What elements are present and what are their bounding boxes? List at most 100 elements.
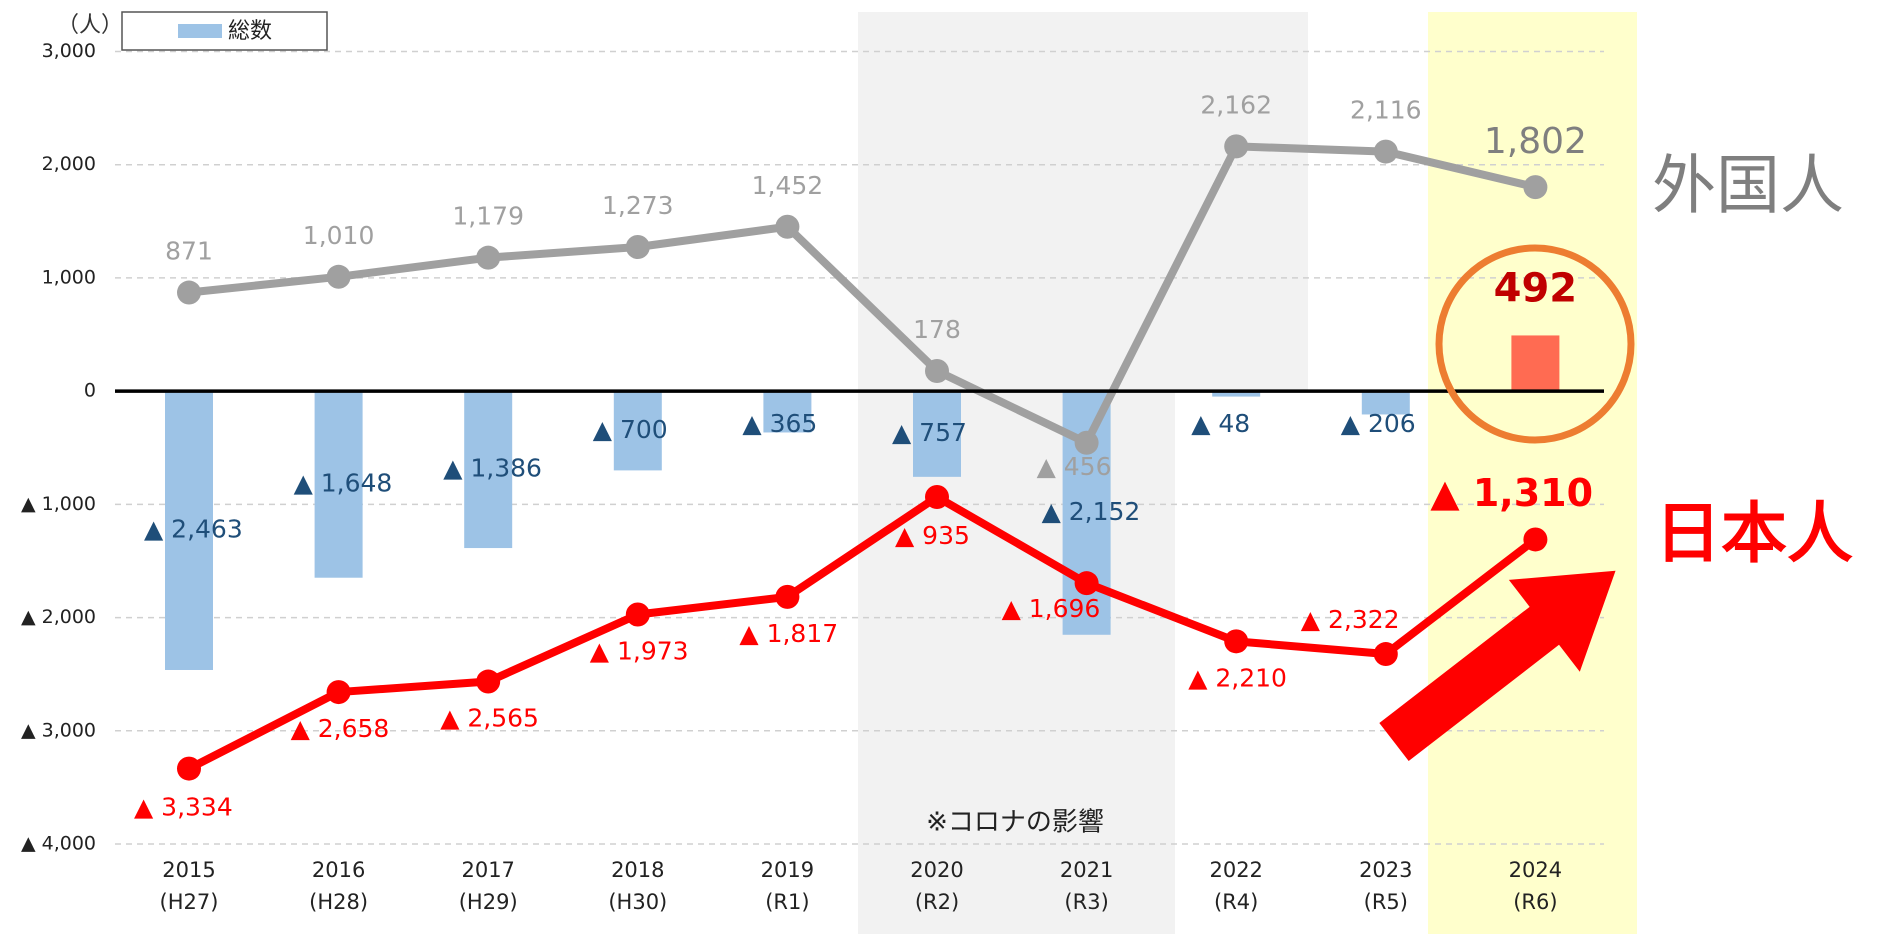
y-tick-label: ▲ 3,000: [21, 719, 96, 741]
bar-value-label: ▲ 2,463: [144, 515, 243, 544]
bar-value-label: 492: [1494, 265, 1578, 311]
line-marker: [625, 602, 650, 627]
bar-value-label: ▲ 206: [1341, 409, 1416, 438]
y-tick-label: 0: [84, 380, 96, 402]
x-era-label: (R3): [1064, 890, 1108, 914]
line-marker: [775, 584, 800, 609]
x-tick-label: 2017: [461, 858, 514, 882]
bar-value-label: ▲ 2,152: [1042, 497, 1141, 526]
foreign-series-label: 外国人: [1652, 150, 1844, 224]
line-value-label: ▲ 2,322: [1301, 605, 1400, 634]
line-marker: [1523, 527, 1548, 552]
x-tick-label: 2020: [910, 858, 963, 882]
bar: [1212, 391, 1261, 397]
line-marker: [1373, 139, 1398, 164]
line-value-label: ▲ 456: [1037, 452, 1112, 481]
bar-value-label: ▲ 365: [742, 409, 817, 438]
x-era-label: (H30): [608, 890, 667, 914]
x-era-label: (R4): [1214, 890, 1258, 914]
line-value-label: ▲ 1,696: [1002, 594, 1101, 623]
bar: [913, 391, 961, 477]
y-unit-label: （人）: [57, 13, 123, 38]
bar: [464, 391, 513, 549]
line-marker: [326, 680, 351, 705]
line-value-label: 1,010: [303, 221, 375, 250]
bar: [1361, 391, 1410, 415]
line-value-label: ▲ 1,973: [590, 637, 689, 666]
line-value-label: 2,162: [1200, 90, 1272, 119]
line-marker: [476, 669, 501, 694]
line-marker: [1224, 134, 1249, 159]
line-marker: [326, 264, 351, 289]
line-marker: [177, 280, 201, 305]
line: [187, 492, 1538, 773]
line-value-label: 871: [165, 237, 213, 266]
legend-box: [121, 11, 328, 51]
bar-value-label: ▲ 700: [593, 415, 668, 444]
line-marker: [177, 756, 201, 781]
line-value-label: ▲ 2,658: [291, 714, 390, 743]
x-era-label: (R5): [1364, 890, 1408, 914]
highlight-2024: [1428, 12, 1637, 934]
y-tick-label: 1,000: [42, 266, 96, 288]
covid-shade-lower: [858, 391, 1175, 934]
x-tick-label: 2021: [1060, 858, 1113, 882]
x-tick-label: 2015: [162, 858, 215, 882]
x-tick-label: 2024: [1509, 858, 1562, 882]
line-value-label: ▲ 1,310: [1430, 471, 1593, 515]
x-era-label: (R1): [765, 890, 809, 914]
bar-value-label: ▲ 48: [1191, 409, 1250, 438]
annotation: ※コロナの影響: [926, 808, 1104, 838]
y-tick-label: 3,000: [42, 40, 96, 62]
x-era-label: (R6): [1513, 890, 1557, 914]
line-value-label: 1,802: [1484, 121, 1587, 162]
x-era-label: (H29): [459, 890, 518, 914]
y-tick-label: 2,000: [42, 153, 96, 175]
line-value-label: 1,179: [452, 202, 524, 231]
line-value-label: ▲ 2,565: [440, 704, 539, 733]
line-marker: [1224, 629, 1249, 654]
legend-label: 総数: [228, 19, 272, 44]
japanese-series-label: 日本人: [1655, 495, 1853, 572]
labels: 3,000 2,000 1,000 0 ▲ 1,000 ▲ 2,000 ▲ 3,000 ▲ 4…: [21, 40, 1604, 914]
line-value-label: ▲ 2,210: [1188, 663, 1287, 692]
covid-shade-upper: [858, 12, 1308, 391]
line-marker: [476, 245, 501, 270]
bar: [165, 391, 213, 670]
line: [188, 142, 1537, 447]
bar-value-label: ▲ 1,386: [443, 454, 542, 483]
line-value-label: 1,452: [752, 171, 824, 200]
x-tick-label: 2016: [312, 858, 365, 882]
marks: [165, 134, 1560, 781]
line-value-label: 178: [913, 315, 961, 344]
bar: [314, 391, 363, 578]
y-tick-label: ▲ 1,000: [21, 493, 96, 515]
y-tick-label: ▲ 2,000: [21, 606, 96, 628]
x-tick-label: 2023: [1359, 858, 1412, 882]
line-value-label: ▲ 3,334: [134, 793, 233, 822]
trend-arrow: [1379, 570, 1616, 761]
line-marker: [1074, 571, 1099, 596]
line-marker: [625, 235, 650, 260]
bar-value-label: ▲ 757: [892, 418, 967, 447]
legend-swatch: [178, 24, 222, 38]
line-value-label: 2,116: [1350, 96, 1422, 125]
bar: [1511, 335, 1560, 392]
bar: [763, 391, 812, 433]
x-era-label: (H27): [160, 890, 219, 914]
x-tick-label: 2018: [611, 858, 664, 882]
line-marker: [1373, 642, 1398, 667]
line-value-label: 1,273: [602, 191, 674, 220]
line-marker: [1074, 430, 1099, 455]
highlight-circle: [1435, 244, 1635, 444]
line-marker: [925, 358, 949, 383]
bar-value-label: ▲ 1,648: [294, 468, 393, 497]
bar: [613, 391, 662, 471]
x-era-label: (H28): [309, 890, 368, 914]
x-tick-label: 2022: [1209, 858, 1262, 882]
line-value-label: ▲ 935: [895, 521, 970, 550]
line-marker: [925, 484, 949, 509]
line-value-label: ▲ 1,817: [739, 619, 838, 648]
y-tick-label: ▲ 4,000: [21, 833, 96, 855]
